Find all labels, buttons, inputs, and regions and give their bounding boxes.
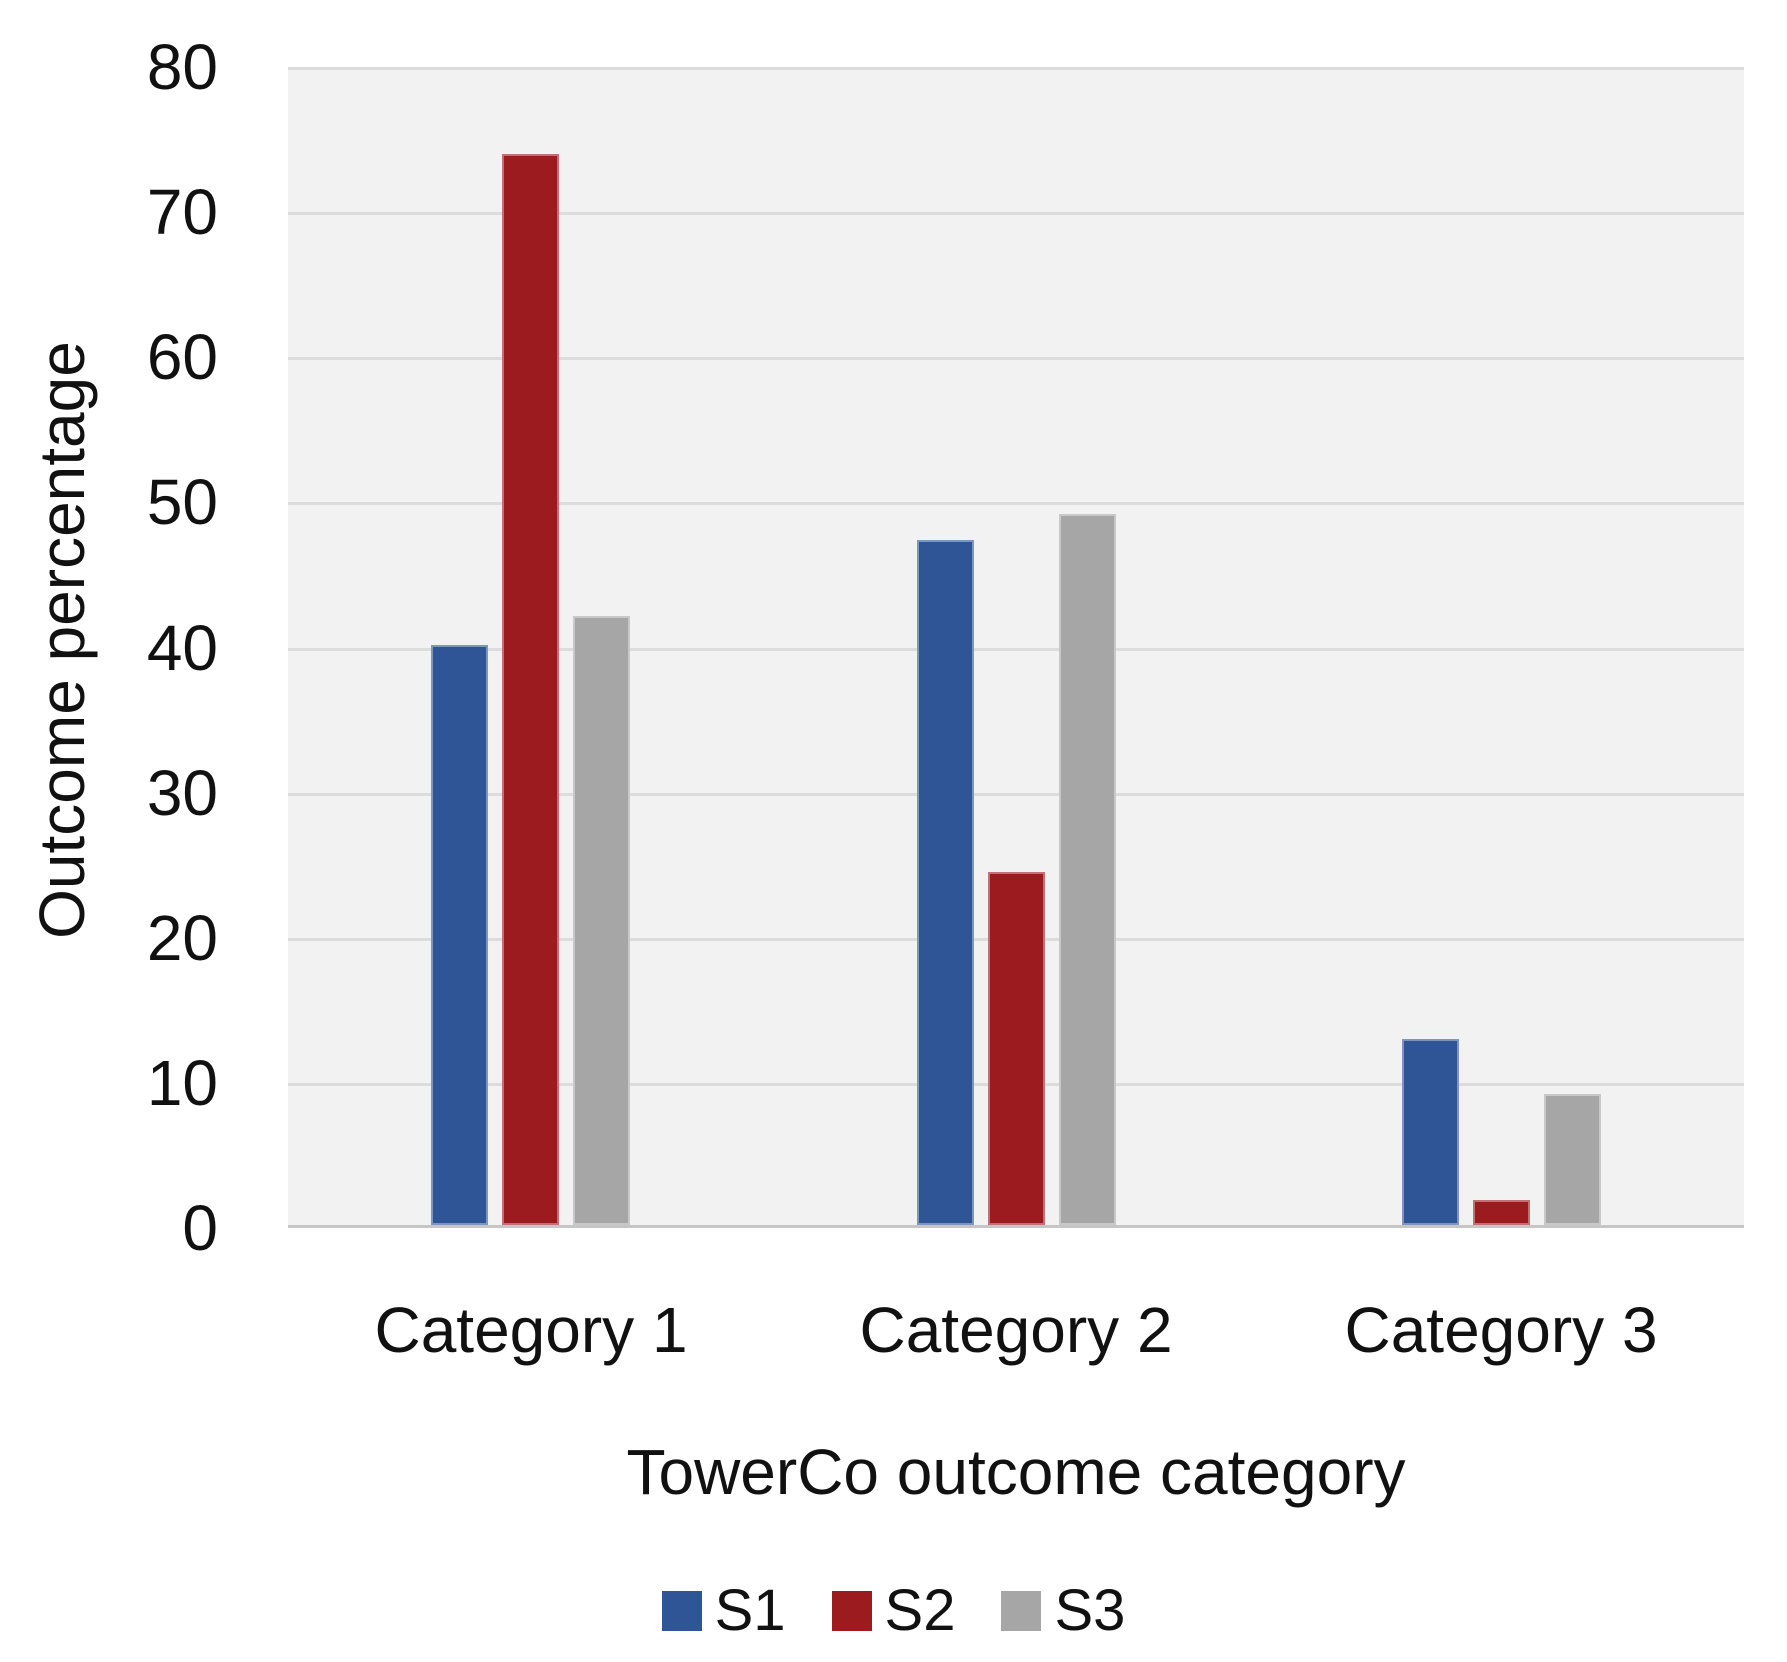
bar	[502, 154, 560, 1225]
x-axis-line	[288, 1225, 1744, 1228]
gridline	[288, 212, 1744, 215]
y-tick-label: 40	[146, 612, 218, 684]
y-tick-label: 10	[146, 1047, 218, 1119]
x-category-label: Category 3	[1344, 1294, 1658, 1366]
gridline	[288, 357, 1744, 360]
bar	[1543, 1094, 1601, 1225]
legend-item: S2	[831, 1578, 956, 1644]
x-category-label: Category 2	[859, 1294, 1173, 1366]
gridline	[288, 502, 1744, 505]
bar	[431, 644, 489, 1225]
x-category-label: Category 1	[374, 1294, 688, 1366]
y-tick-label: 0	[182, 1192, 218, 1264]
legend-item: S1	[661, 1578, 786, 1644]
bar	[1401, 1039, 1459, 1225]
legend-label: S2	[884, 1578, 956, 1643]
gridline	[288, 67, 1744, 70]
legend-swatch-icon	[831, 1591, 872, 1631]
bar	[987, 872, 1045, 1225]
y-tick-label: 70	[146, 176, 218, 248]
legend-label: S1	[714, 1578, 786, 1643]
bar	[573, 615, 631, 1225]
y-tick-label: 80	[146, 31, 218, 103]
bar	[1058, 513, 1116, 1225]
gridline	[288, 793, 1744, 796]
legend-label: S3	[1054, 1578, 1126, 1643]
y-tick-label: 50	[146, 466, 218, 538]
y-tick-label: 20	[146, 902, 218, 974]
y-tick-label: 30	[146, 757, 218, 829]
legend: S1 S2 S3	[0, 1575, 1787, 1647]
bar	[916, 540, 974, 1225]
legend-swatch-icon	[661, 1591, 702, 1631]
bar	[1472, 1200, 1530, 1225]
x-axis-title: TowerCo outcome category	[626, 1436, 1406, 1508]
legend-item: S3	[1001, 1578, 1125, 1644]
y-tick-label: 60	[146, 321, 218, 393]
legend-swatch-icon	[1001, 1591, 1042, 1631]
gridline	[288, 648, 1744, 651]
plot-area	[288, 67, 1744, 1228]
